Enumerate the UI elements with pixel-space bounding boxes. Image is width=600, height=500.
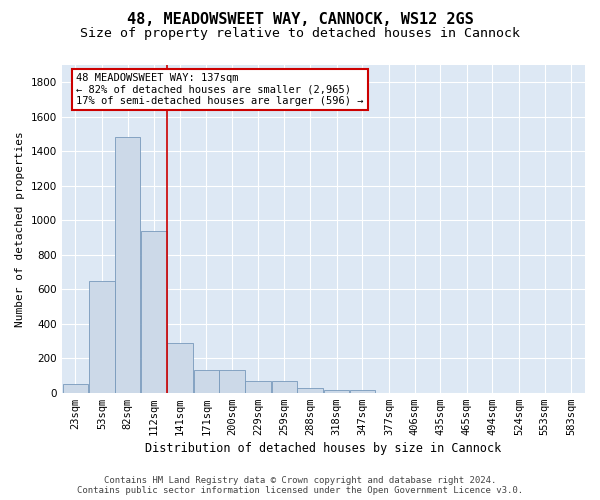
Text: 48, MEADOWSWEET WAY, CANNOCK, WS12 2GS: 48, MEADOWSWEET WAY, CANNOCK, WS12 2GS <box>127 12 473 28</box>
Bar <box>194 370 219 392</box>
Bar <box>350 390 375 392</box>
Text: Contains HM Land Registry data © Crown copyright and database right 2024.
Contai: Contains HM Land Registry data © Crown c… <box>77 476 523 495</box>
Text: Size of property relative to detached houses in Cannock: Size of property relative to detached ho… <box>80 28 520 40</box>
Bar <box>142 230 167 392</box>
Bar <box>272 382 297 392</box>
Bar <box>324 390 349 392</box>
X-axis label: Distribution of detached houses by size in Cannock: Distribution of detached houses by size … <box>145 442 502 455</box>
Bar <box>115 138 140 392</box>
Text: 48 MEADOWSWEET WAY: 137sqm
← 82% of detached houses are smaller (2,965)
17% of s: 48 MEADOWSWEET WAY: 137sqm ← 82% of deta… <box>76 73 364 106</box>
Bar <box>220 370 245 392</box>
Bar <box>298 388 323 392</box>
Bar <box>245 382 271 392</box>
Bar <box>89 280 115 392</box>
Y-axis label: Number of detached properties: Number of detached properties <box>15 131 25 326</box>
Bar <box>167 342 193 392</box>
Bar <box>62 384 88 392</box>
